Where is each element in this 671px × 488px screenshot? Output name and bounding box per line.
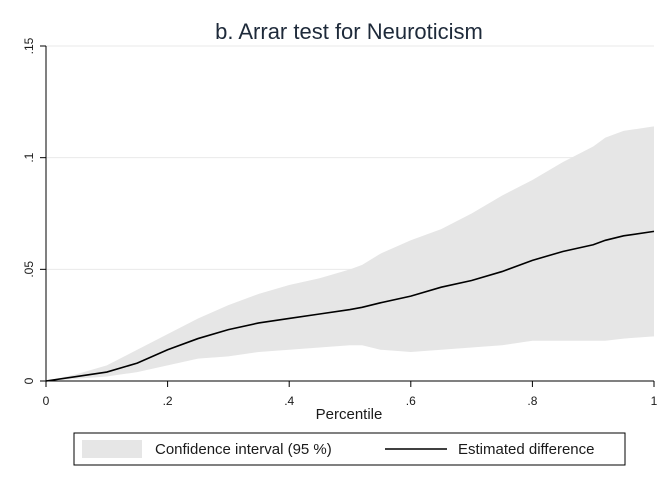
x-tick-label-0: 0 xyxy=(43,394,50,408)
legend-band-swatch xyxy=(82,440,142,458)
legend-frame xyxy=(73,432,626,466)
legend-line-label: Estimated difference xyxy=(458,441,594,458)
axes-layer xyxy=(45,46,654,382)
x-tick-label-3: .6 xyxy=(406,394,416,408)
line-layer xyxy=(45,230,655,382)
x-tick-label-4: .8 xyxy=(527,394,537,408)
chart-title: b. Arrar test for Neuroticism xyxy=(215,19,483,44)
legend: Confidence interval (95 %) Estimated dif… xyxy=(73,432,626,466)
x-tick-label-1: .2 xyxy=(163,394,173,408)
x-tick-label-5: 1 xyxy=(651,394,658,408)
ticks-layer: 0 .2 .4 .6 .8 1 0 .05 .1 .15 xyxy=(22,37,658,408)
y-tick-label-3: .15 xyxy=(22,37,36,54)
band-layer xyxy=(46,126,654,382)
y-tick-label-1: .05 xyxy=(22,261,36,278)
y-tick-label-0: 0 xyxy=(22,377,36,384)
y-tick-label-2: .1 xyxy=(22,152,36,162)
x-axis-title: Percentile xyxy=(316,406,383,423)
x-tick-label-2: .4 xyxy=(284,394,294,408)
confidence-band xyxy=(46,126,654,382)
estimated-difference-line xyxy=(45,230,655,382)
legend-band-label: Confidence interval (95 %) xyxy=(155,441,332,458)
